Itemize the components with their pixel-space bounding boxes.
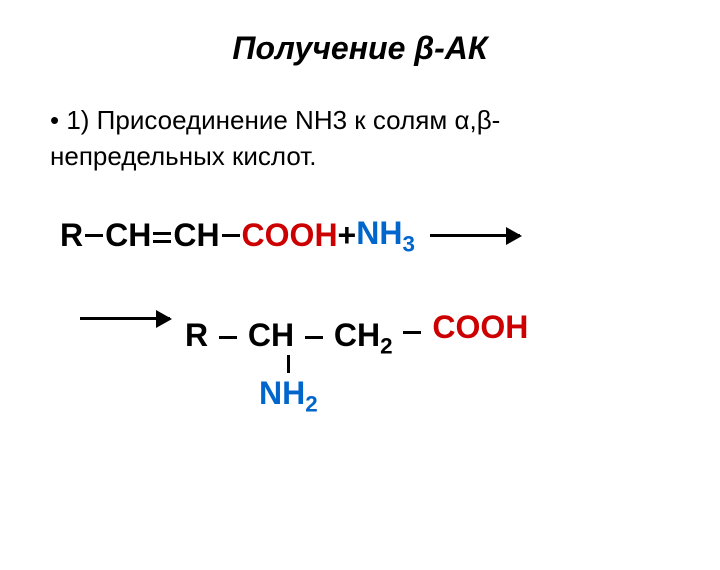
title-prefix: Получение xyxy=(232,30,414,66)
bond-vertical-icon xyxy=(287,355,290,373)
bullet-comma: , xyxy=(469,105,476,135)
reactant-CH1: CH xyxy=(105,217,151,254)
reactant-line: R CH CH COOH + NH3 xyxy=(60,215,720,257)
bullet-point: 1) Присоединение NH3 к солям α,β-непреде… xyxy=(50,102,670,175)
bullet-alpha: α xyxy=(454,105,469,135)
title-suffix: -АК xyxy=(434,30,487,66)
product-R: R xyxy=(185,317,208,353)
product-CH: CH xyxy=(248,317,294,353)
bullet-beta: β xyxy=(477,105,492,135)
reactant-CH2: CH xyxy=(173,217,219,254)
product-COOH: COOH xyxy=(432,309,528,345)
reaction-arrow-icon xyxy=(430,234,520,237)
nh2-branch: NH2 xyxy=(259,355,318,417)
product-line: R CH CH2 COOH NH2 xyxy=(80,317,720,359)
bond-single-icon xyxy=(305,336,323,339)
reaction-diagram: R CH CH COOH + NH3 R CH CH2 COOH NH2 xyxy=(60,215,720,360)
slide-title: Получение β-АК xyxy=(0,30,720,67)
product-group: R CH CH2 COOH NH2 xyxy=(185,317,528,359)
reactant-R: R xyxy=(60,217,83,254)
product-NH2: NH2 xyxy=(259,375,318,417)
bullet-prefix: 1) Присоединение NH3 к солям xyxy=(66,105,454,135)
reaction-arrow-icon xyxy=(80,317,170,320)
bond-single-icon xyxy=(222,234,240,237)
reactant-COOH: COOH xyxy=(242,217,338,254)
bond-single-icon xyxy=(85,234,103,237)
title-beta: β xyxy=(414,30,434,66)
reactant-plus: + xyxy=(338,217,357,254)
bond-single-icon xyxy=(403,331,421,334)
product-CH2: CH2 xyxy=(334,317,393,353)
reactant-NH3: NH3 xyxy=(356,215,415,257)
bond-single-icon xyxy=(219,336,237,339)
